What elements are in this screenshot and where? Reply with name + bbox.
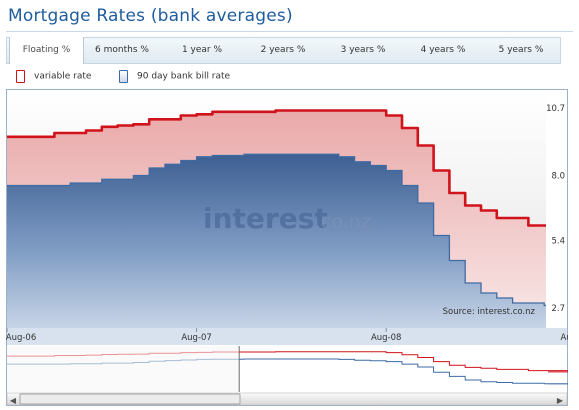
tab-4-years[interactable]: 4 years % xyxy=(420,45,466,55)
bank-bill-rate-line xyxy=(7,153,546,307)
y-tick-label: 8.0 xyxy=(551,172,565,182)
legend-label: 90 day bank bill rate xyxy=(137,71,231,82)
x-tick-label: Aug-07 xyxy=(181,333,211,343)
legend-label: variable rate xyxy=(34,71,92,82)
scrollbar[interactable]: ◀ ▶ xyxy=(6,392,568,406)
watermark-main: interest xyxy=(203,202,328,235)
scroll-right-arrow-icon[interactable]: ▶ xyxy=(557,396,564,405)
x-tick-label: Aug-09 xyxy=(561,333,568,343)
tab-6-months[interactable]: 6 months % xyxy=(95,45,149,55)
tab-5-years[interactable]: 5 years % xyxy=(498,45,544,55)
chart-frame: interest .co.nz Source: interest.co.nz 2… xyxy=(6,89,579,406)
y-tick-label: 2.7 xyxy=(551,304,565,314)
bank-bill-swatch-icon xyxy=(119,70,128,83)
x-tick-label: Aug-06 xyxy=(6,333,36,343)
legend-item-variable-rate[interactable]: variable rate xyxy=(16,70,91,83)
y-axis: 2.7 5.4 8.0 10.7 xyxy=(546,104,565,314)
navigator-shade xyxy=(7,346,239,392)
source-label: Source: interest.co.nz xyxy=(443,307,536,317)
rates-chart: interest .co.nz Source: interest.co.nz 2… xyxy=(6,89,579,406)
scrollbar-thumb[interactable] xyxy=(19,393,241,405)
title-divider xyxy=(6,31,573,32)
x-tick-label: Aug-08 xyxy=(371,333,401,343)
navigator-panel[interactable] xyxy=(7,345,579,392)
tab-floating[interactable]: Floating % xyxy=(9,37,84,64)
watermark-suffix: .co.nz xyxy=(315,211,371,233)
y-tick-label: 5.4 xyxy=(551,237,565,247)
tab-1-year[interactable]: 1 year % xyxy=(181,45,223,55)
legend-item-bank-bill-rate[interactable]: 90 day bank bill rate xyxy=(119,70,230,83)
watermark: interest .co.nz xyxy=(203,202,371,235)
tab-2-years[interactable]: 2 years % xyxy=(260,45,306,55)
variable-rate-line xyxy=(7,109,546,227)
variable-rate-swatch-icon xyxy=(16,70,25,83)
tab-bar: Floating % 6 months % 1 year % 2 years %… xyxy=(6,37,561,64)
tab-3-years[interactable]: 3 years % xyxy=(340,45,386,55)
page-title: Mortgage Rates (bank averages) xyxy=(8,6,293,26)
scroll-left-arrow-icon[interactable]: ◀ xyxy=(10,396,17,405)
y-tick-label: 10.7 xyxy=(546,104,565,114)
bank-bill-rate-area xyxy=(7,154,546,328)
x-axis-band xyxy=(7,328,567,345)
